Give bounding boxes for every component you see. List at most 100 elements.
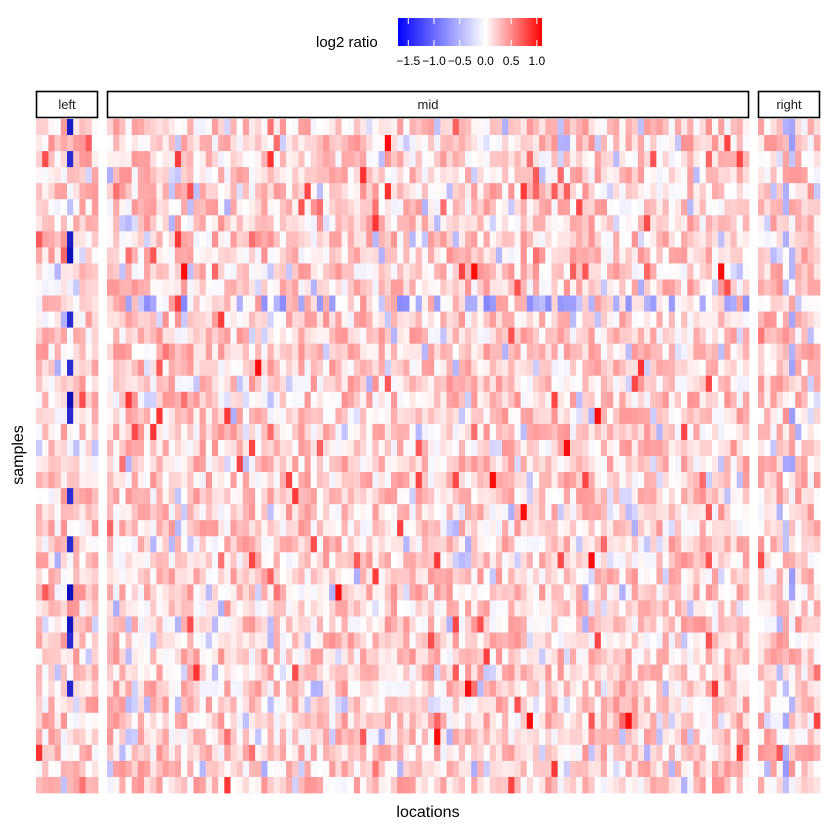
heatmap-cell — [248, 504, 256, 521]
heatmap-cell — [304, 343, 312, 361]
heatmap-cell — [582, 343, 589, 361]
heatmap-cell — [650, 760, 657, 778]
heatmap-cell — [42, 504, 49, 521]
heatmap-cell — [156, 279, 163, 296]
heatmap-cell — [520, 327, 528, 345]
heatmap-cell — [261, 456, 268, 473]
heatmap-cell — [409, 263, 417, 280]
heatmap-cell — [551, 231, 559, 248]
heatmap-cell — [384, 391, 392, 409]
heatmap-cell — [545, 728, 552, 746]
heatmap-cell — [298, 600, 305, 617]
heatmap-cell — [174, 456, 182, 473]
heatmap-cell — [813, 247, 821, 264]
heatmap-cell — [91, 231, 99, 248]
heatmap-cell — [85, 696, 93, 714]
heatmap-cell — [674, 696, 682, 714]
heatmap-cell — [483, 119, 491, 136]
heatmap-cell — [255, 135, 262, 152]
heatmap-cell — [545, 616, 552, 633]
heatmap-cell — [304, 472, 312, 489]
heatmap-cell — [162, 664, 170, 682]
heatmap-cell — [619, 247, 626, 264]
heatmap-cell — [758, 407, 765, 425]
heatmap-cell — [532, 536, 540, 553]
heatmap-cell — [267, 472, 275, 489]
heatmap-cell — [532, 680, 540, 698]
heatmap-cell — [193, 776, 200, 794]
heatmap-cell — [668, 760, 676, 778]
heatmap-cell — [67, 616, 74, 633]
heatmap-cell — [42, 760, 49, 778]
heatmap-cell — [471, 632, 478, 649]
heatmap-cell — [397, 744, 404, 762]
heatmap-cell — [514, 520, 521, 537]
heatmap-cell — [341, 327, 349, 345]
heatmap-cell — [292, 135, 299, 152]
heatmap-cell — [60, 407, 68, 425]
heatmap-cell — [650, 776, 657, 794]
heatmap-cell — [242, 680, 250, 698]
heatmap-cell — [711, 439, 719, 457]
heatmap-cell — [730, 279, 738, 296]
heatmap-cell — [489, 439, 497, 457]
heatmap-cell — [60, 504, 68, 521]
heatmap-cell — [631, 664, 639, 682]
heatmap-cell — [415, 183, 423, 200]
heatmap-cell — [514, 712, 521, 730]
heatmap-cell — [85, 423, 93, 441]
heatmap-cell — [644, 728, 651, 746]
heatmap-cell — [483, 359, 491, 377]
heatmap-cell — [551, 632, 559, 649]
heatmap-cell — [67, 744, 74, 762]
heatmap-cell — [390, 536, 398, 553]
heatmap-cell — [242, 632, 250, 649]
heatmap-cell — [421, 680, 429, 698]
heatmap-cell — [67, 247, 74, 264]
heatmap-cell — [495, 664, 503, 682]
heatmap-cell — [242, 520, 250, 537]
heatmap-cell — [782, 359, 790, 377]
heatmap-cell — [428, 744, 435, 762]
heatmap-cell — [248, 552, 256, 569]
heatmap-cell — [699, 760, 707, 778]
heatmap-cell — [137, 472, 145, 489]
heatmap-cell — [662, 263, 670, 280]
heatmap-cell — [770, 311, 777, 329]
heatmap-cell — [569, 504, 577, 521]
heatmap-cell — [724, 327, 731, 345]
heatmap-cell — [211, 712, 219, 730]
heatmap-cell — [144, 263, 151, 280]
heatmap-cell — [736, 648, 744, 666]
heatmap-cell — [495, 215, 503, 232]
heatmap-cell — [329, 215, 336, 232]
heatmap-cell — [662, 231, 670, 248]
heatmap-cell — [211, 343, 219, 361]
heatmap-cell — [807, 183, 815, 200]
heatmap-cell — [267, 263, 275, 280]
heatmap-cell — [248, 520, 256, 537]
heatmap-cell — [304, 680, 312, 698]
heatmap-cell — [613, 472, 620, 489]
heatmap-cell — [477, 135, 484, 152]
heatmap-cell — [193, 439, 200, 457]
heatmap-cell — [736, 311, 744, 329]
heatmap-cell — [119, 295, 126, 312]
heatmap-cell — [242, 648, 250, 666]
heatmap-cell — [520, 279, 528, 296]
heatmap-cell — [378, 135, 386, 152]
heatmap-cell — [397, 616, 404, 633]
heatmap-cell — [764, 215, 771, 232]
heatmap-cell — [705, 632, 713, 649]
heatmap-cell — [687, 327, 694, 345]
heatmap-cell — [770, 375, 777, 393]
heatmap-cell — [742, 279, 750, 296]
heatmap-cell — [261, 488, 268, 505]
heatmap-cell — [48, 728, 55, 746]
heatmap-cell — [699, 263, 707, 280]
heatmap-cell — [79, 648, 86, 666]
heatmap-cell — [434, 744, 441, 762]
heatmap-cell — [662, 439, 670, 457]
heatmap-cell — [668, 552, 676, 569]
heatmap-cell — [532, 760, 540, 778]
